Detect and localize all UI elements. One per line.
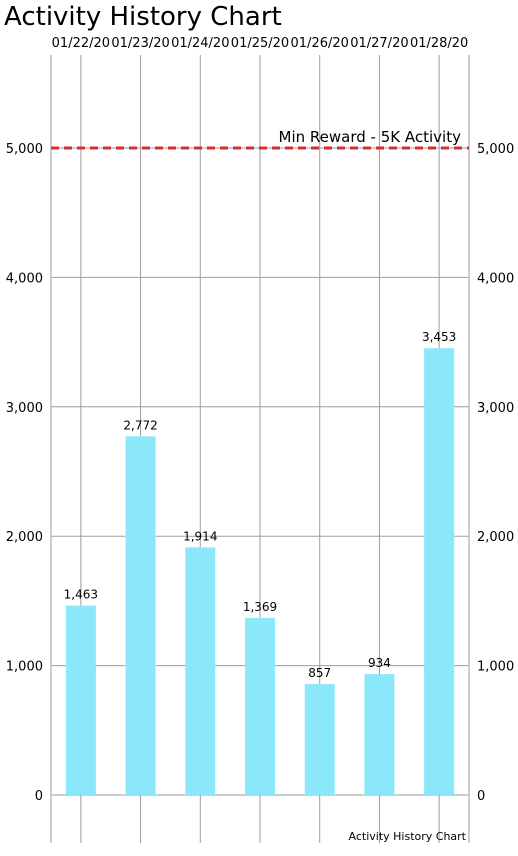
x-tick-label: 01/22/20 (52, 36, 110, 51)
y-tick-label-left: 0 (35, 789, 43, 804)
y-tick-label-right: 4,000 (477, 271, 514, 286)
data-labels: 1,463 2,772 1,914 1,369 857 934 3,453 (64, 330, 457, 680)
y-tick-label-left: 4,000 (6, 271, 43, 286)
x-tick-label: 01/24/20 (171, 36, 229, 51)
data-label: 2,772 (123, 418, 157, 432)
data-label: 3,453 (422, 330, 456, 344)
x-tick-label: 01/28/20 (410, 36, 468, 51)
bars (65, 348, 455, 795)
page-title: Activity History Chart (4, 2, 282, 32)
y-tick-label-right: 2,000 (477, 530, 514, 545)
x-tick-label: 01/26/20 (291, 36, 349, 51)
y-tick-label-left: 1,000 (6, 660, 43, 675)
bar (245, 617, 275, 795)
y-tick-label-left: 2,000 (6, 530, 43, 545)
bar (65, 605, 96, 795)
bar (185, 547, 216, 795)
y-tick-label-right: 5,000 (477, 142, 514, 157)
y-tick-label-right: 1,000 (477, 660, 514, 675)
bar (125, 436, 156, 795)
bar (424, 348, 455, 795)
reference-line-group: Min Reward - 5K Activity (51, 128, 469, 150)
data-label: 934 (368, 656, 391, 670)
reference-line-label: Min Reward - 5K Activity (279, 128, 462, 146)
tick-labels: 0 0 1,000 1,000 2,000 2,000 3,000 3,000 4,000 4,0… (6, 36, 514, 804)
x-tick-label: 01/25/20 (231, 36, 289, 51)
data-label: 1,369 (243, 600, 277, 614)
y-tick-label-left: 5,000 (6, 142, 43, 157)
bar (304, 684, 335, 795)
chart-description: Activity History Chart (349, 830, 467, 843)
y-tick-label-right: 3,000 (477, 401, 514, 416)
y-tick-label-left: 3,000 (6, 401, 43, 416)
data-label: 1,463 (64, 588, 98, 602)
data-label: 1,914 (183, 529, 217, 543)
x-tick-label: 01/27/20 (350, 36, 408, 51)
y-tick-label-right: 0 (477, 789, 485, 804)
x-tick-label: 01/23/20 (111, 36, 169, 51)
data-label: 857 (308, 666, 331, 680)
bar (364, 674, 395, 795)
